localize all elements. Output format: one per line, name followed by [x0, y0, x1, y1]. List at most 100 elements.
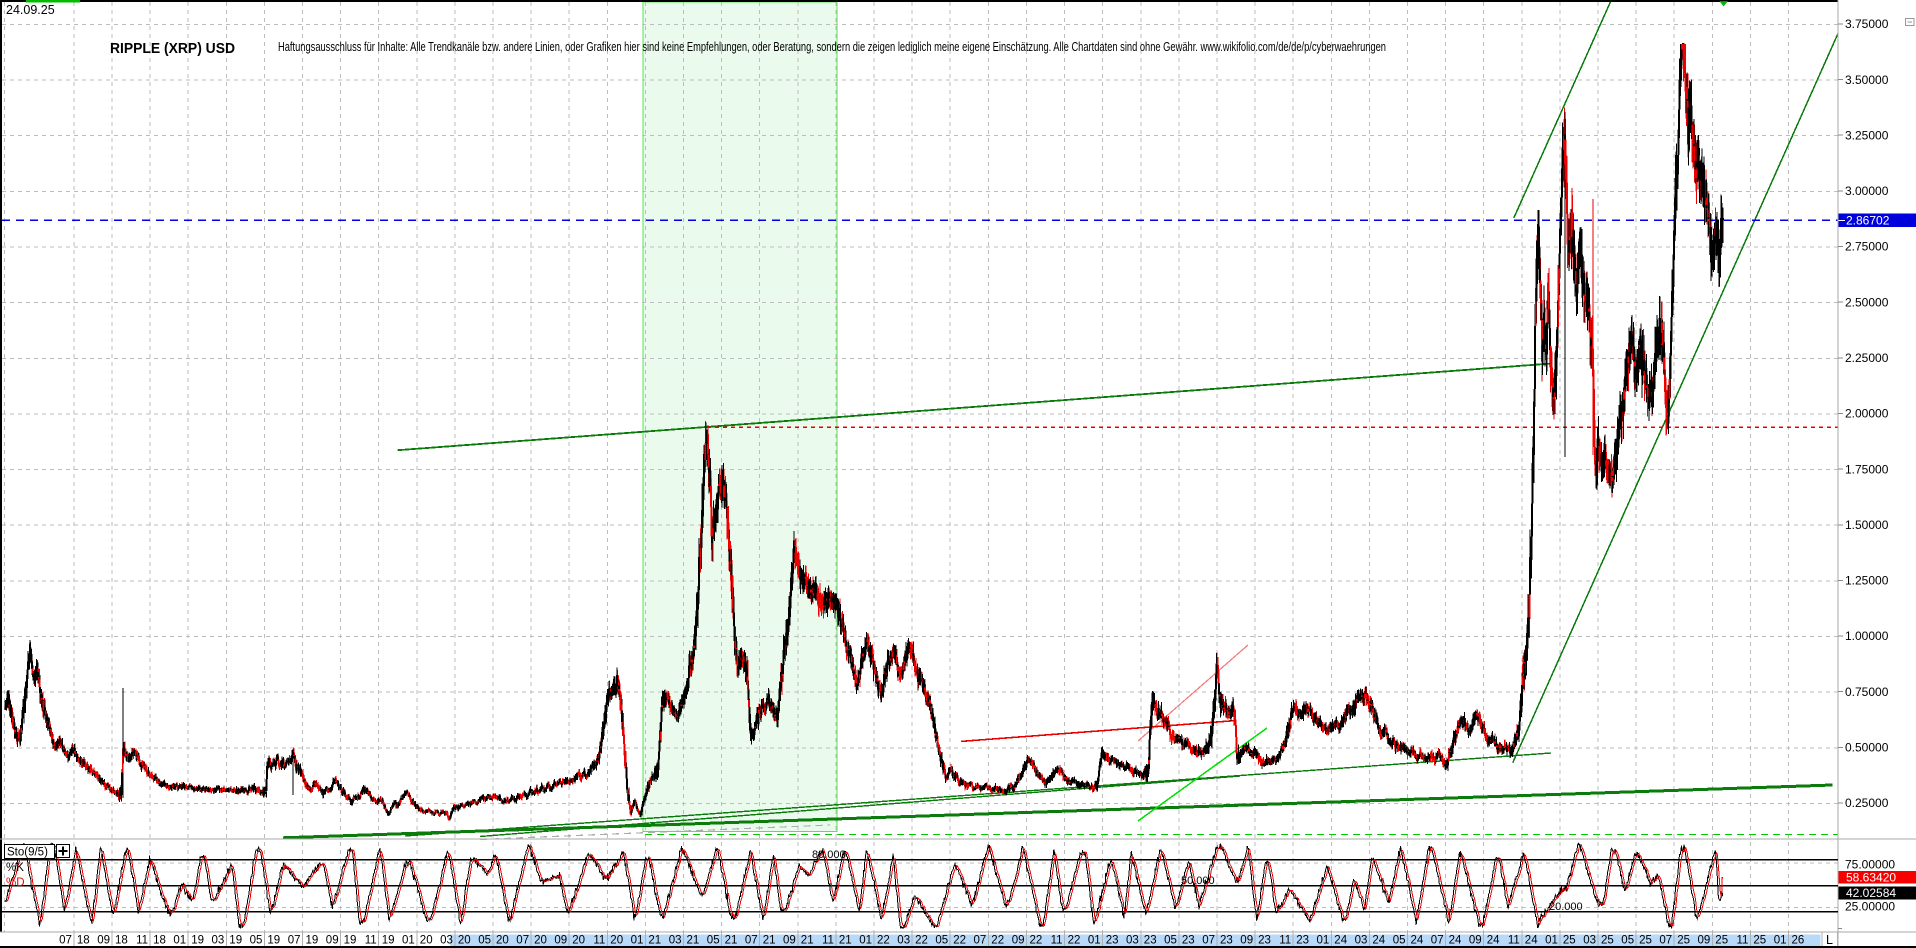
- svg-text:03: 03: [1583, 935, 1596, 947]
- svg-text:23: 23: [1220, 935, 1233, 947]
- svg-text:20: 20: [496, 935, 509, 947]
- svg-text:23: 23: [1182, 935, 1195, 947]
- svg-text:0.50000: 0.50000: [1845, 741, 1889, 755]
- svg-text:07: 07: [1659, 935, 1672, 947]
- svg-text:09: 09: [554, 935, 567, 947]
- svg-text:18: 18: [77, 935, 90, 947]
- svg-text:01: 01: [1088, 935, 1101, 947]
- svg-text:24: 24: [1411, 935, 1424, 947]
- svg-text:23: 23: [1144, 935, 1157, 947]
- svg-text:22: 22: [915, 935, 928, 947]
- svg-text:3.25000: 3.25000: [1845, 128, 1889, 142]
- svg-text:0.75000: 0.75000: [1845, 685, 1889, 699]
- svg-text:22: 22: [1030, 935, 1043, 947]
- svg-text:25: 25: [1601, 935, 1614, 947]
- svg-text:07: 07: [288, 935, 301, 947]
- svg-text:24: 24: [1372, 935, 1385, 947]
- svg-text:1.75000: 1.75000: [1845, 462, 1889, 476]
- svg-text:05: 05: [1164, 935, 1177, 947]
- svg-text:20: 20: [610, 935, 623, 947]
- svg-text:05: 05: [707, 935, 720, 947]
- svg-text:03: 03: [897, 935, 910, 947]
- svg-text:18: 18: [153, 935, 166, 947]
- svg-text:11: 11: [136, 935, 148, 947]
- svg-text:19: 19: [191, 935, 204, 947]
- svg-text:01: 01: [402, 935, 415, 947]
- svg-text:25: 25: [1639, 935, 1652, 947]
- svg-text:23: 23: [1296, 935, 1309, 947]
- svg-text:20: 20: [534, 935, 547, 947]
- svg-text:%D: %D: [6, 877, 25, 889]
- svg-text:25.00000: 25.00000: [1845, 900, 1895, 914]
- svg-text:0.25000: 0.25000: [1845, 796, 1889, 810]
- svg-text:11: 11: [365, 935, 377, 947]
- svg-text:09: 09: [1469, 935, 1482, 947]
- svg-text:22: 22: [953, 935, 966, 947]
- svg-text:18: 18: [115, 935, 128, 947]
- svg-text:20: 20: [572, 935, 585, 947]
- svg-text:25: 25: [1715, 935, 1728, 947]
- svg-text:01: 01: [1774, 935, 1787, 947]
- svg-text:05: 05: [935, 935, 948, 947]
- svg-text:20: 20: [458, 935, 471, 947]
- svg-text:19: 19: [306, 935, 319, 947]
- svg-text:01: 01: [1317, 935, 1330, 947]
- svg-text:09: 09: [1240, 935, 1253, 947]
- svg-text:24: 24: [1487, 935, 1500, 947]
- svg-text:11: 11: [822, 935, 834, 947]
- svg-text:21: 21: [839, 935, 852, 947]
- svg-text:07: 07: [59, 935, 72, 947]
- svg-text:25: 25: [1753, 935, 1766, 947]
- svg-text:11: 11: [1736, 935, 1748, 947]
- svg-text:26: 26: [1792, 935, 1805, 947]
- svg-text:58.63420: 58.63420: [1846, 870, 1896, 884]
- svg-text:09: 09: [1012, 935, 1025, 947]
- svg-text:11: 11: [593, 935, 605, 947]
- svg-text:19: 19: [267, 935, 280, 947]
- svg-text:24: 24: [1334, 935, 1347, 947]
- svg-text:19: 19: [382, 935, 395, 947]
- svg-text:21: 21: [725, 935, 738, 947]
- svg-text:Sto(9/5): Sto(9/5): [7, 847, 48, 859]
- svg-text:2.75000: 2.75000: [1845, 240, 1889, 254]
- svg-text:03: 03: [212, 935, 225, 947]
- svg-text:%K: %K: [6, 862, 24, 874]
- svg-text:09: 09: [1698, 935, 1711, 947]
- svg-text:24: 24: [1525, 935, 1538, 947]
- svg-text:09: 09: [97, 935, 110, 947]
- svg-text:3.50000: 3.50000: [1845, 73, 1889, 87]
- svg-text:07: 07: [1202, 935, 1215, 947]
- svg-text:05: 05: [1621, 935, 1634, 947]
- svg-text:11: 11: [1508, 935, 1520, 947]
- svg-text:07: 07: [974, 935, 987, 947]
- svg-text:2.00000: 2.00000: [1845, 407, 1889, 421]
- svg-text:01: 01: [1545, 935, 1558, 947]
- svg-text:2.86702: 2.86702: [1846, 214, 1890, 228]
- svg-text:42.02584: 42.02584: [1846, 886, 1896, 900]
- svg-text:23: 23: [1106, 935, 1119, 947]
- svg-text:21: 21: [648, 935, 661, 947]
- svg-text:80.000: 80.000: [812, 849, 846, 861]
- svg-text:2.25000: 2.25000: [1845, 351, 1889, 365]
- svg-text:75.00000: 75.00000: [1845, 858, 1895, 872]
- svg-text:03: 03: [669, 935, 682, 947]
- svg-text:09: 09: [326, 935, 339, 947]
- svg-text:01: 01: [859, 935, 872, 947]
- svg-text:07: 07: [745, 935, 758, 947]
- svg-text:3.00000: 3.00000: [1845, 184, 1889, 198]
- svg-text:07: 07: [516, 935, 529, 947]
- svg-text:22: 22: [1068, 935, 1081, 947]
- svg-text:11: 11: [1051, 935, 1063, 947]
- svg-text:01: 01: [173, 935, 186, 947]
- svg-text:L: L: [1826, 933, 1833, 947]
- svg-text:03: 03: [440, 935, 453, 947]
- svg-text:11: 11: [1279, 935, 1291, 947]
- svg-text:1.25000: 1.25000: [1845, 574, 1889, 588]
- svg-text:03: 03: [1126, 935, 1139, 947]
- svg-text:22: 22: [991, 935, 1004, 947]
- svg-text:25: 25: [1677, 935, 1690, 947]
- svg-text:05: 05: [1393, 935, 1406, 947]
- svg-text:05: 05: [478, 935, 491, 947]
- svg-text:19: 19: [229, 935, 242, 947]
- svg-text:05: 05: [250, 935, 263, 947]
